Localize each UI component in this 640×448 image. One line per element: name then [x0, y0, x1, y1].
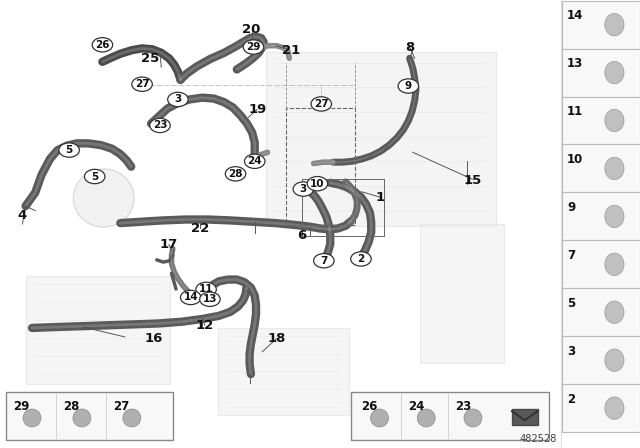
Ellipse shape — [605, 157, 624, 180]
FancyBboxPatch shape — [266, 52, 496, 226]
Text: 8: 8 — [405, 40, 414, 54]
Circle shape — [92, 38, 113, 52]
Circle shape — [84, 169, 105, 184]
Ellipse shape — [371, 409, 388, 427]
Bar — [6, 392, 173, 440]
Text: 7: 7 — [567, 249, 575, 262]
Ellipse shape — [605, 397, 624, 419]
Ellipse shape — [605, 205, 624, 228]
Text: 5: 5 — [567, 297, 575, 310]
Text: 5: 5 — [91, 172, 99, 181]
Ellipse shape — [605, 349, 624, 371]
Text: 23: 23 — [455, 400, 471, 413]
Circle shape — [59, 143, 79, 157]
Text: 11: 11 — [567, 105, 583, 118]
Bar — [562, 289, 640, 336]
Circle shape — [168, 92, 188, 107]
Circle shape — [150, 118, 170, 133]
Text: 23: 23 — [153, 121, 167, 130]
Text: 5: 5 — [65, 145, 73, 155]
Bar — [562, 240, 640, 289]
Text: 9: 9 — [567, 201, 575, 214]
Ellipse shape — [73, 169, 134, 227]
Circle shape — [180, 290, 201, 305]
Ellipse shape — [73, 409, 91, 427]
Text: 10: 10 — [567, 153, 583, 166]
Text: 29: 29 — [13, 400, 29, 413]
Text: 482528: 482528 — [519, 435, 557, 444]
Text: 24: 24 — [408, 400, 425, 413]
Circle shape — [196, 282, 216, 297]
FancyBboxPatch shape — [420, 224, 504, 363]
Ellipse shape — [605, 253, 624, 276]
Circle shape — [351, 252, 371, 266]
Text: 22: 22 — [191, 222, 209, 235]
Ellipse shape — [23, 409, 41, 427]
Text: 13: 13 — [203, 294, 217, 304]
Text: 2: 2 — [567, 392, 575, 406]
Ellipse shape — [605, 61, 624, 84]
Text: 26: 26 — [95, 40, 109, 50]
Bar — [562, 97, 640, 144]
Text: 11: 11 — [199, 284, 213, 294]
Circle shape — [200, 292, 220, 306]
Ellipse shape — [123, 409, 141, 427]
FancyBboxPatch shape — [26, 276, 170, 384]
Bar — [562, 144, 640, 193]
Text: 19: 19 — [248, 103, 266, 116]
Ellipse shape — [605, 13, 624, 36]
Bar — [562, 384, 640, 432]
Text: 29: 29 — [246, 42, 260, 52]
Text: 24: 24 — [248, 156, 262, 166]
Text: 25: 25 — [141, 52, 159, 65]
Text: 27: 27 — [135, 79, 149, 89]
Text: 15: 15 — [463, 173, 481, 187]
Circle shape — [244, 154, 265, 168]
Bar — [562, 49, 640, 97]
Text: 26: 26 — [362, 400, 378, 413]
Text: 13: 13 — [567, 57, 583, 70]
Text: 3: 3 — [567, 345, 575, 358]
Text: 1: 1 — [376, 190, 385, 204]
Text: 14: 14 — [567, 9, 584, 22]
Text: 12: 12 — [196, 319, 214, 332]
Text: 20: 20 — [243, 22, 260, 36]
Bar — [562, 193, 640, 240]
Text: 3: 3 — [300, 184, 307, 194]
Circle shape — [311, 97, 332, 111]
Ellipse shape — [605, 109, 624, 132]
Text: 14: 14 — [184, 293, 198, 302]
Text: 18: 18 — [268, 332, 285, 345]
Text: 6: 6 — [298, 229, 307, 242]
Text: 3: 3 — [174, 95, 182, 104]
Circle shape — [243, 40, 264, 54]
Ellipse shape — [417, 409, 435, 427]
FancyBboxPatch shape — [218, 328, 349, 415]
Ellipse shape — [605, 301, 624, 323]
Text: 2: 2 — [357, 254, 365, 264]
Bar — [562, 336, 640, 384]
Circle shape — [132, 77, 152, 91]
Text: 27: 27 — [113, 400, 129, 413]
Text: 21: 21 — [282, 43, 300, 57]
Bar — [351, 392, 549, 440]
Bar — [562, 0, 640, 48]
Text: 27: 27 — [314, 99, 328, 109]
Circle shape — [398, 79, 419, 93]
Text: 9: 9 — [404, 81, 412, 91]
Text: 10: 10 — [310, 179, 324, 189]
Ellipse shape — [464, 409, 482, 427]
Circle shape — [314, 254, 334, 268]
Bar — [286, 108, 355, 225]
Text: 4: 4 — [18, 208, 27, 222]
Text: 7: 7 — [320, 256, 328, 266]
Circle shape — [307, 177, 328, 191]
Circle shape — [293, 182, 314, 196]
Text: 17: 17 — [160, 238, 178, 251]
Text: 28: 28 — [63, 400, 79, 413]
Text: 28: 28 — [228, 169, 243, 179]
Circle shape — [225, 167, 246, 181]
Text: 16: 16 — [145, 332, 163, 345]
